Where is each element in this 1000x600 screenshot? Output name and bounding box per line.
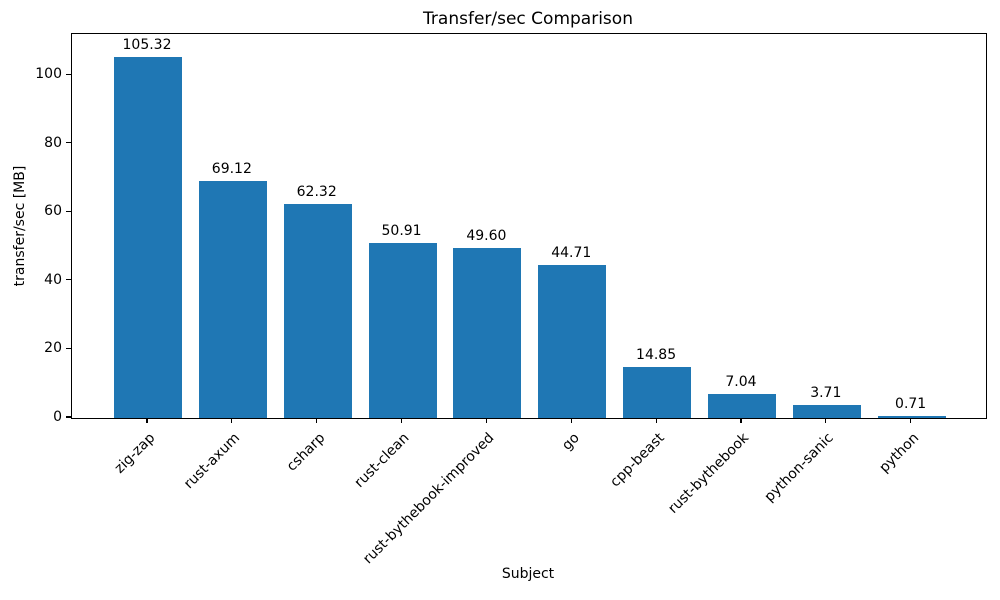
x-tick-mark <box>485 418 487 423</box>
y-tick-mark <box>66 210 71 212</box>
x-tick-label: cpp-beast <box>607 430 668 491</box>
bar-go <box>538 264 607 418</box>
y-tick-label: 60 <box>44 203 62 220</box>
y-tick-label: 80 <box>44 134 62 151</box>
y-tick-mark <box>66 73 71 75</box>
x-tick-label: rust-bythebook <box>665 430 753 517</box>
bar-rust-bythebook <box>707 393 776 418</box>
bar-python-sanic <box>792 405 861 418</box>
bar-rust-clean <box>368 243 437 418</box>
bar-value-label: 44.71 <box>551 244 592 261</box>
y-tick-mark <box>66 416 71 418</box>
x-tick-mark <box>400 418 403 423</box>
bar-value-label: 7.04 <box>725 373 757 390</box>
y-axis-label: transfer/sec [MB] <box>12 165 28 287</box>
bar-zig-zap <box>114 56 182 418</box>
chart-title: Transfer/sec Comparison <box>423 9 633 29</box>
x-tick-label: zig-zap <box>111 430 159 477</box>
x-tick-label: rust-axum <box>181 430 244 493</box>
x-tick-label: csharp <box>283 430 329 475</box>
y-tick-label: 0 <box>53 409 62 425</box>
x-axis-label: Subject <box>501 566 555 582</box>
x-tick-label: python <box>876 430 922 476</box>
y-tick-label: 20 <box>44 340 62 357</box>
bar-value-label: 0.71 <box>895 395 927 412</box>
x-tick-label: rust-clean <box>351 430 413 491</box>
x-tick-mark <box>910 418 912 423</box>
x-tick-mark <box>825 418 827 423</box>
x-tick-label: python-sanic <box>761 430 838 506</box>
x-tick-label: go <box>558 430 583 454</box>
bar-value-label: 14.85 <box>636 347 677 364</box>
bar-csharp <box>283 204 352 418</box>
bar-rust-bythebook-improved <box>453 247 522 418</box>
bar-python <box>877 415 946 418</box>
bar-value-label: 105.32 <box>122 36 172 53</box>
bar-cpp-beast <box>623 367 692 418</box>
x-tick-mark <box>146 418 148 423</box>
bar-value-label: 62.32 <box>296 184 337 201</box>
y-tick-mark <box>66 347 71 350</box>
x-tick-mark <box>316 418 318 423</box>
y-tick-mark <box>66 142 71 144</box>
x-tick-mark <box>231 418 233 423</box>
bar-value-label: 3.71 <box>810 385 842 402</box>
x-tick-mark <box>740 418 742 423</box>
y-tick-label: 40 <box>44 271 62 288</box>
x-tick-mark <box>655 418 657 423</box>
bar-value-label: 50.91 <box>381 223 422 240</box>
bar-rust-axum <box>198 181 267 418</box>
bar-value-label: 49.60 <box>466 227 507 244</box>
bar-value-label: 69.12 <box>211 161 252 178</box>
x-tick-mark <box>570 418 572 423</box>
y-tick-mark <box>66 279 71 281</box>
plot-area <box>71 33 987 419</box>
y-tick-label: 100 <box>35 66 62 83</box>
